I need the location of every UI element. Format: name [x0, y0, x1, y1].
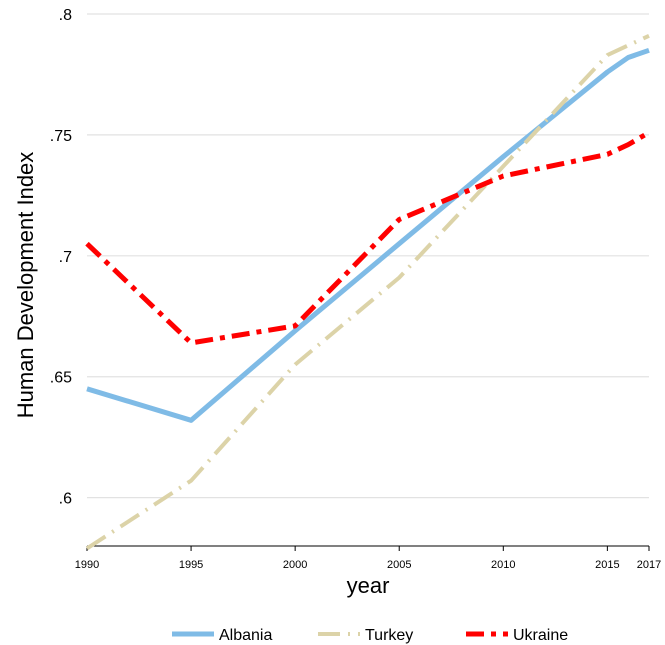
- x-tick-label: 1995: [179, 559, 203, 571]
- series-line-ukraine: [85, 130, 651, 346]
- legend-label-turkey: Turkey: [365, 627, 413, 644]
- series-line-albania: [86, 47, 650, 423]
- x-tick-label: 2010: [491, 559, 515, 571]
- gridlines: [87, 13, 649, 499]
- y-tick-label: .7: [59, 249, 72, 266]
- x-tick-label: 2000: [283, 559, 307, 571]
- x-tick-label: 2017: [637, 559, 661, 571]
- x-tick-labels: 1990 1995 2000 2005 2010 2015 2017: [75, 545, 661, 571]
- legend-label-ukraine: Ukraine: [513, 627, 568, 644]
- y-tick-label: .65: [50, 370, 72, 387]
- y-axis-label: Human Development Index: [13, 152, 38, 419]
- x-tick-label: 2015: [595, 559, 619, 571]
- series-line-turkey: [85, 33, 650, 551]
- legend: Albania Turkey Ukraine: [172, 627, 568, 644]
- x-tick-label: 1990: [75, 559, 99, 571]
- y-tick-label: .75: [50, 128, 72, 145]
- x-axis-label: year: [347, 573, 390, 598]
- y-tick-labels: .6 .65 .7 .75 .8: [50, 7, 72, 508]
- y-tick-label: .8: [59, 7, 72, 24]
- legend-label-albania: Albania: [219, 627, 272, 644]
- y-tick-label: .6: [59, 491, 72, 508]
- series-lines: [85, 33, 651, 551]
- x-tick-label: 2005: [387, 559, 411, 571]
